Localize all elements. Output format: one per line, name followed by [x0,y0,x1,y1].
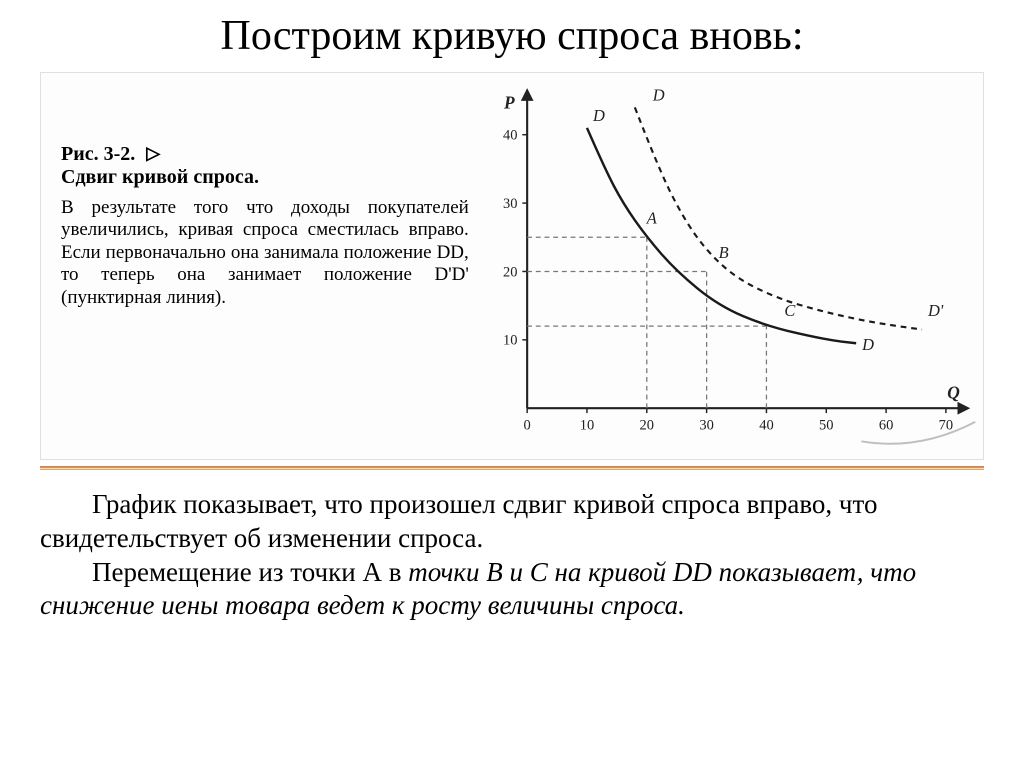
figure-title: Сдвиг кривой спроса. [61,166,469,189]
demand-curve-chart: P Q 10 20 30 40 0 10 20 30 40 50 60 70 D D A B C D D' [475,83,977,453]
page-title: Построим кривую спроса вновь: [0,0,1024,66]
svg-text:D: D [861,335,874,354]
svg-text:D: D [592,106,605,125]
svg-text:40: 40 [759,418,773,434]
svg-text:D: D [652,85,665,104]
svg-text:70: 70 [938,418,952,434]
svg-text:20: 20 [503,264,517,280]
svg-text:C: C [784,301,796,320]
svg-text:D': D' [927,301,944,320]
svg-text:40: 40 [503,128,517,144]
figure-panel: Рис. 3-2. ▷ Сдвиг кривой спроса. В резул… [40,72,984,460]
svg-text:P: P [503,92,515,112]
svg-text:A: A [646,209,658,228]
figure-label-text: Рис. 3-2. [61,143,135,165]
svg-text:30: 30 [503,196,517,212]
p2-lead: Перемещение из точки А в [92,557,408,587]
svg-text:10: 10 [580,418,594,434]
chart-svg: P Q 10 20 30 40 0 10 20 30 40 50 60 70 D D A B C D D' [475,83,977,453]
paragraph-1: График показывает, что произошел сдвиг к… [40,488,984,556]
divider-sub-rule [40,469,984,470]
triangle-right-icon: ▷ [146,143,160,164]
svg-text:0: 0 [523,418,530,434]
svg-text:50: 50 [819,418,833,434]
svg-text:30: 30 [699,418,713,434]
figure-caption: Рис. 3-2. ▷ Сдвиг кривой спроса. В резул… [47,83,475,453]
svg-text:B: B [718,243,728,262]
paragraph-2: Перемещение из точки А в точки В и С на … [40,556,984,624]
svg-text:10: 10 [503,333,517,349]
figure-body-text: В результате того что доходы покупателей… [61,197,469,309]
figure-label: Рис. 3-2. ▷ [61,143,469,166]
svg-text:20: 20 [639,418,653,434]
svg-text:60: 60 [879,418,893,434]
body-text: График показывает, что произошел сдвиг к… [40,488,984,623]
svg-text:Q: Q [947,382,960,402]
